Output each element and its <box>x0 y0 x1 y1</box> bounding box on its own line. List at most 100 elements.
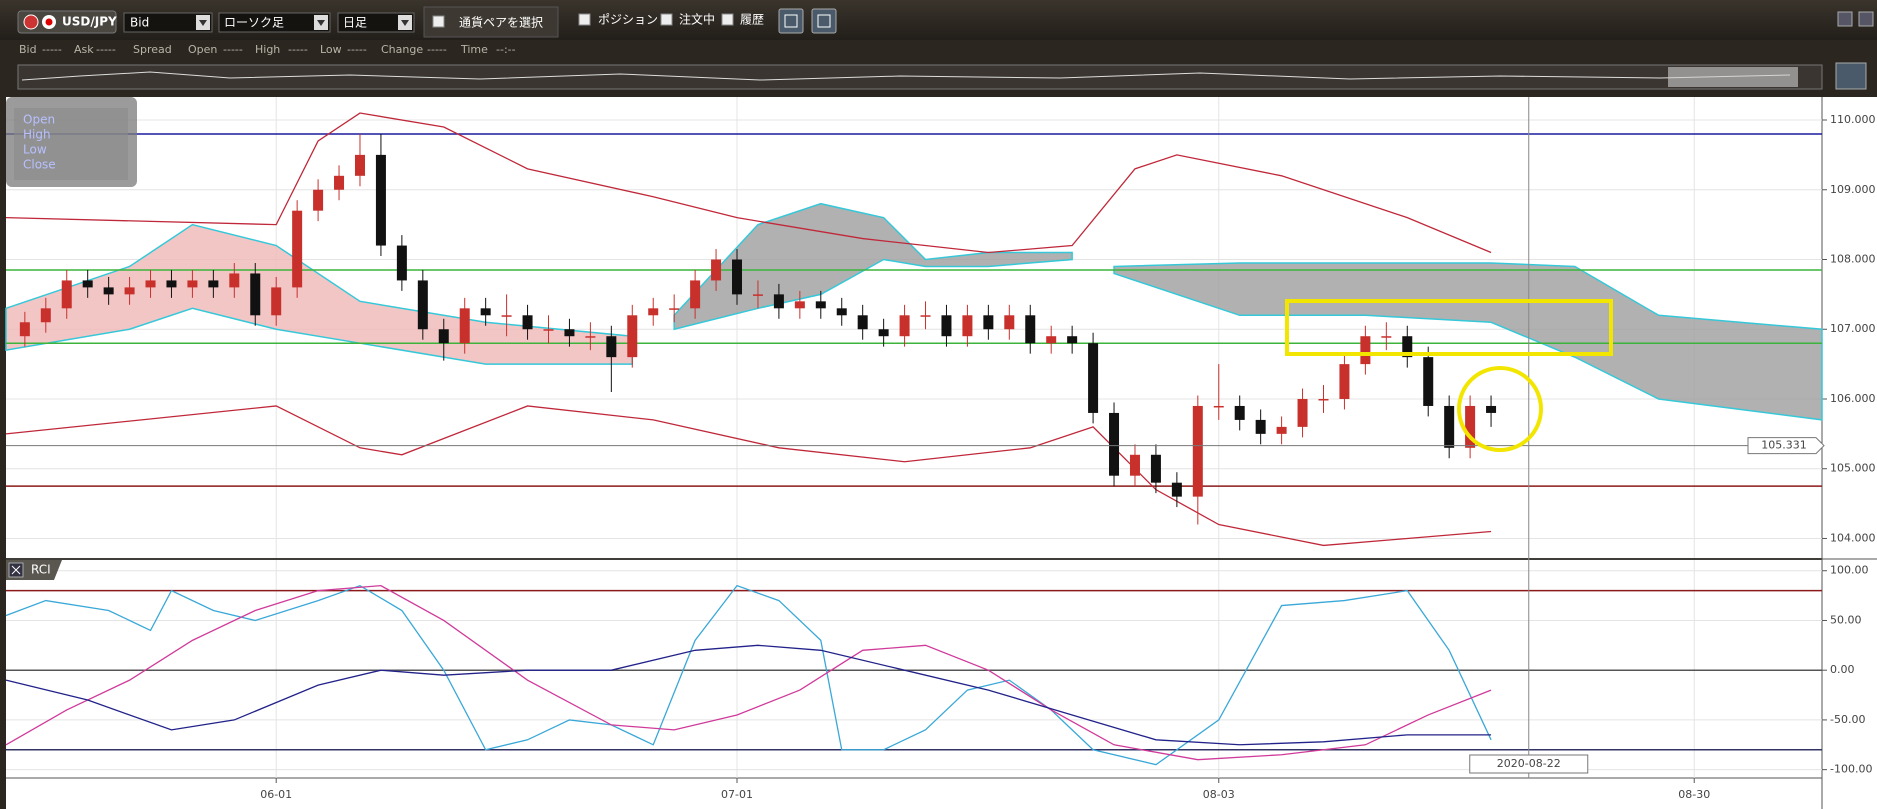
candle-body <box>334 175 345 190</box>
y-tick-label: 107.000 <box>1830 322 1876 335</box>
info-value: ----- <box>427 43 447 56</box>
candle-body <box>983 315 994 330</box>
info-label: Change <box>381 43 423 56</box>
candle-body <box>208 280 219 288</box>
zoom-button[interactable] <box>1835 62 1867 90</box>
candle-body <box>187 280 198 288</box>
candle-body <box>166 280 177 288</box>
legend-text: Close <box>23 158 56 172</box>
info-label: Open <box>188 43 217 56</box>
candle-body <box>1297 398 1308 427</box>
y-tick-label: 100.00 <box>1830 564 1869 577</box>
candle-body <box>1150 454 1161 483</box>
candle-body <box>271 287 282 316</box>
last-price-label: 105.331 <box>1761 439 1807 452</box>
candle-body <box>292 210 303 288</box>
candle-body <box>82 280 93 288</box>
candle-body <box>480 308 491 316</box>
candle-body <box>1276 426 1287 434</box>
navigator[interactable] <box>17 64 1823 90</box>
candle-body <box>1423 357 1434 406</box>
select-price-side[interactable] <box>123 12 213 33</box>
candle-body <box>920 315 931 317</box>
candle-body <box>1255 419 1266 434</box>
icon <box>817 14 831 28</box>
candle-body <box>1444 405 1455 448</box>
price-axis <box>1822 97 1877 809</box>
info-value: ----- <box>288 43 308 56</box>
y-tick-label: 104.000 <box>1830 531 1876 544</box>
candle-body <box>229 273 240 288</box>
legend-text: High <box>23 128 51 142</box>
checkbox[interactable] <box>660 13 673 26</box>
legend-text: Open <box>23 113 55 127</box>
select-timeframe[interactable] <box>337 12 415 33</box>
checkbox[interactable] <box>432 15 445 28</box>
candle-body <box>61 280 72 309</box>
y-tick-label: 105.000 <box>1830 462 1876 475</box>
info-label: Low <box>320 43 342 56</box>
candle-body <box>857 315 868 330</box>
checkbox-label: 履歴 <box>740 13 764 27</box>
candle-body <box>836 308 847 316</box>
candle-body <box>145 280 156 288</box>
candle-body <box>585 336 596 338</box>
info-value: ----- <box>347 43 367 56</box>
candle-body <box>250 273 261 316</box>
candle-body <box>103 287 114 295</box>
highlight-circle <box>1457 366 1543 452</box>
candle-body <box>313 189 324 211</box>
y-tick-label: -100.00 <box>1830 763 1872 776</box>
symbol: USD/JPY <box>62 15 117 29</box>
highlight-box <box>1285 299 1613 356</box>
info-value: ----- <box>223 43 243 56</box>
indicator-line <box>5 644 1492 746</box>
y-tick-label: 50.00 <box>1830 613 1862 626</box>
x-tick-label: 06-01 <box>260 788 292 801</box>
candle-body <box>1381 336 1392 338</box>
popout-button[interactable] <box>1858 11 1874 27</box>
candle-body <box>354 154 365 176</box>
candle-body <box>941 315 952 337</box>
symbol-button[interactable] <box>17 10 117 34</box>
indicator-line <box>5 405 1492 547</box>
info-value: --:-- <box>496 43 516 56</box>
candle-body <box>606 336 617 358</box>
select-chart-type[interactable] <box>218 12 331 33</box>
cursor-tag <box>1469 754 1589 774</box>
navigator-window[interactable] <box>1668 67 1798 87</box>
icon-button[interactable] <box>811 8 837 34</box>
info-label: High <box>255 43 280 56</box>
candle-body <box>899 315 910 337</box>
icon-button[interactable] <box>778 8 804 34</box>
candle-body <box>1339 364 1350 399</box>
y-tick-label: -50.00 <box>1830 713 1865 726</box>
candle-body <box>1046 336 1057 344</box>
checkbox[interactable] <box>578 13 591 26</box>
settings-button[interactable] <box>1837 11 1853 27</box>
candle-body <box>1213 405 1224 408</box>
indicator-line <box>5 112 1492 254</box>
candle-body <box>752 294 763 296</box>
candle-body <box>522 315 533 330</box>
navigator-line <box>21 71 1791 81</box>
date-axis <box>6 778 1822 809</box>
info-label: Bid <box>19 43 37 56</box>
candle-body <box>1234 405 1245 420</box>
candle-body <box>815 301 826 309</box>
checkbox-label: ポジション <box>598 13 658 27</box>
info-label: Time <box>460 43 488 56</box>
candle-body <box>459 308 470 344</box>
flag-icon <box>23 14 39 30</box>
x-tick-label: 08-03 <box>1203 788 1235 801</box>
candle-body <box>794 301 805 309</box>
candle-body <box>543 329 554 331</box>
dropdown-arrow <box>199 20 207 26</box>
checkbox[interactable] <box>721 13 734 26</box>
candle-body <box>1465 405 1476 448</box>
pair-select-panel <box>423 6 559 38</box>
candle-body <box>417 280 428 330</box>
candle-body <box>1171 482 1182 497</box>
